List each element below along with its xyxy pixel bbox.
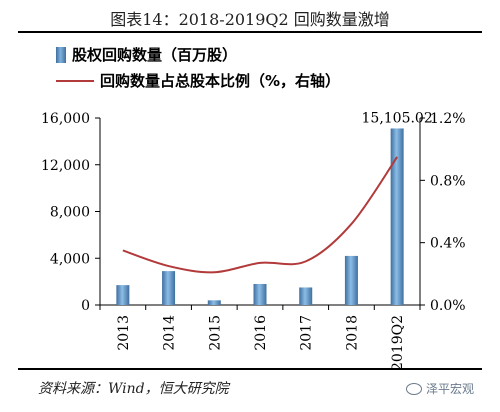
x-axis-tick-label: 2015 — [207, 315, 223, 351]
left-axis-tick-label: 16,000 — [41, 111, 90, 127]
x-axis-tick-label: 2013 — [116, 315, 132, 351]
legend-line-swatch — [56, 79, 94, 82]
left-axis-tick-label: 0 — [81, 298, 90, 314]
bar-2014 — [162, 271, 176, 305]
circle-logo-icon — [405, 382, 422, 395]
right-axis-tick-label: 1.2% — [430, 111, 466, 127]
line-series-ratio — [122, 156, 398, 274]
source-note: 资料来源：Wind，恒大研究院 — [38, 381, 229, 397]
legend-bar: 股权回购数量（百万股） — [56, 44, 237, 65]
x-axis-tick-label: 2017 — [299, 315, 315, 351]
x-axis-tick-label: 2016 — [253, 315, 269, 351]
bar-2018 — [344, 255, 358, 305]
bar-2013 — [116, 285, 130, 305]
bar-2017 — [299, 287, 313, 305]
left-axis-tick-label: 4,000 — [50, 251, 90, 267]
x-axis-tick-label: 2019Q2 — [390, 315, 406, 371]
bar-2016 — [253, 283, 267, 305]
bottom-rule — [18, 368, 482, 370]
watermark-text: 泽平宏观 — [425, 382, 474, 396]
legend-line: 回购数量占总股本比例（%，右轴） — [56, 70, 340, 91]
right-axis-tick-label: 0.0% — [430, 298, 466, 314]
bar-2015 — [207, 300, 221, 305]
bar-data-label: 15,105.02 — [362, 110, 433, 126]
x-axis-tick-label: 2018 — [344, 315, 360, 351]
legend-line-label: 回购数量占总股本比例（%，右轴） — [100, 72, 341, 90]
right-axis-tick-label: 0.8% — [430, 173, 466, 189]
legend-bar-label: 股权回购数量（百万股） — [72, 46, 238, 64]
x-axis-tick-label: 2014 — [162, 315, 178, 351]
left-axis-tick-label: 8,000 — [50, 205, 90, 221]
left-axis-tick-label: 12,000 — [41, 158, 90, 174]
bar-2019Q2 — [390, 128, 404, 305]
right-axis-tick-label: 0.4% — [430, 236, 466, 252]
legend-bar-swatch — [56, 46, 66, 63]
watermark: 泽平宏观 — [405, 380, 474, 397]
top-rule — [18, 31, 482, 33]
chart-title: 图表14：2018-2019Q2 回购数量激增 — [110, 10, 390, 29]
